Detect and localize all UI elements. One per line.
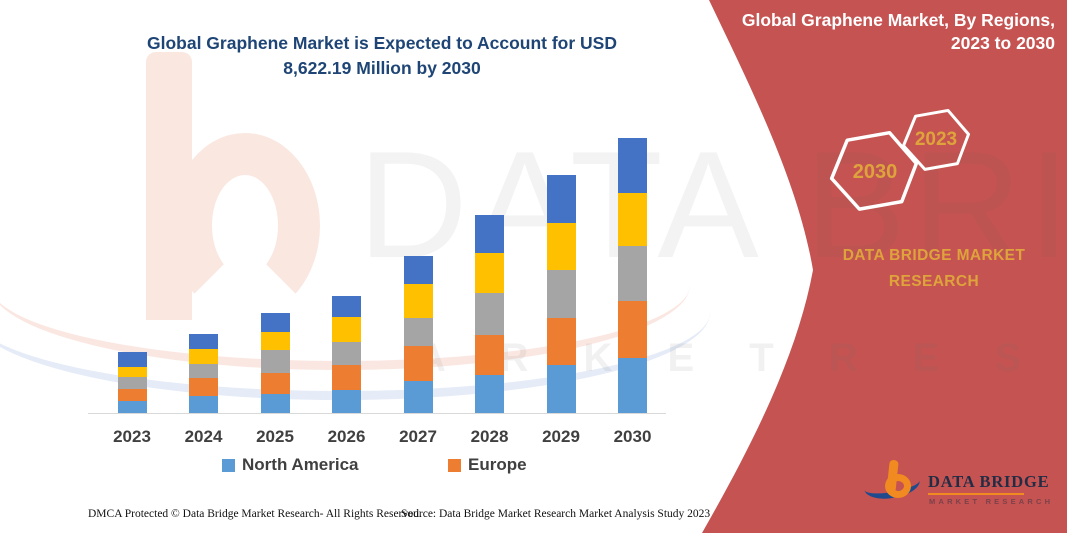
- x-axis-label-2030: 2030: [613, 427, 652, 446]
- bar-segment-europe: [260, 373, 290, 394]
- bar-2026: [332, 296, 361, 413]
- bar-2030: [618, 138, 647, 413]
- logo-subtext: MARKET RESEARCH: [929, 497, 1054, 506]
- legend-item-europe: Europe: [448, 455, 527, 475]
- x-axis-label-2023: 2023: [113, 427, 151, 446]
- bar-segment-unlabeled-gray: [403, 318, 433, 346]
- bar-segment-unlabeled-yellow: [189, 349, 218, 364]
- panel-title-line1: Global Graphene Market, By Regions,: [741, 10, 1055, 30]
- bar-segment-europe: [618, 301, 647, 358]
- bar-segment-north-america: [618, 358, 647, 413]
- chart-title-line2: 8,622.19 Million by 2030: [283, 58, 481, 79]
- hexagon-large: [829, 130, 919, 211]
- bar-segment-unlabeled-yellow: [475, 253, 504, 293]
- bar-segment-unlabeled-dark-blue: [403, 256, 433, 284]
- chart-title-line1: Global Graphene Market is Expected to Ac…: [147, 33, 617, 53]
- bar-segment-unlabeled-gray: [117, 377, 147, 389]
- bar-segment-europe: [117, 389, 147, 401]
- hexagon-small-year: 2023: [914, 129, 958, 150]
- panel-title-line2: 2023 to 2030: [950, 33, 1055, 54]
- bar-segment-unlabeled-yellow: [546, 223, 576, 270]
- brand-name-text: DATA BRIDGE MARKET RESEARCH: [828, 243, 1040, 294]
- bar-segment-north-america: [117, 401, 147, 413]
- bar-segment-unlabeled-yellow: [332, 317, 361, 342]
- bar-segment-europe: [189, 378, 218, 396]
- bar-segment-unlabeled-gray: [546, 270, 576, 318]
- bar-segment-unlabeled-gray: [618, 246, 647, 301]
- bar-segment-unlabeled-gray: [332, 342, 361, 365]
- bar-segment-unlabeled-dark-blue: [117, 352, 147, 367]
- brand-name-line1: DATA BRIDGE MARKET: [842, 247, 1026, 264]
- footer-source: Source: Data Bridge Market Research Mark…: [401, 508, 711, 520]
- legend-label: Europe: [468, 455, 527, 474]
- brand-name-line2: RESEARCH: [888, 272, 980, 290]
- bar-2028: [475, 215, 504, 413]
- legend-swatch-icon: [448, 458, 461, 472]
- bar-segment-unlabeled-gray: [260, 350, 290, 373]
- x-axis-labels: 2023 2024 2025 2026 2027 2028 2029 2030: [96, 427, 668, 449]
- legend-swatch-icon: [222, 458, 235, 472]
- bar-segment-unlabeled-yellow: [117, 367, 147, 377]
- logo-underline: [928, 493, 1024, 495]
- plot-area: [96, 0, 668, 413]
- bar-2027: [403, 256, 433, 413]
- footer-copyright: DMCA Protected © Data Bridge Market Rese…: [88, 508, 422, 520]
- hexagon-small: [902, 108, 970, 171]
- x-axis-label-2025: 2025: [256, 427, 294, 446]
- bar-segment-europe: [546, 318, 576, 365]
- bar-segment-europe: [403, 346, 433, 381]
- legend-label: North America: [242, 455, 359, 474]
- bar-segment-north-america: [189, 396, 218, 413]
- bar-segment-north-america: [546, 365, 576, 413]
- x-axis-label-2024: 2024: [184, 427, 223, 446]
- bar-segment-unlabeled-dark-blue: [475, 215, 504, 253]
- bar-segment-europe: [475, 335, 504, 375]
- x-axis-label-2028: 2028: [470, 427, 509, 446]
- bar-segment-unlabeled-yellow: [403, 284, 433, 318]
- bar-2025: [260, 313, 290, 413]
- bar-segment-unlabeled-gray: [189, 364, 218, 378]
- bar-segment-unlabeled-yellow: [260, 332, 290, 350]
- bar-segment-north-america: [332, 390, 361, 413]
- bar-segment-unlabeled-dark-blue: [332, 296, 361, 317]
- bar-segment-north-america: [260, 394, 290, 413]
- bar-2029: [546, 175, 576, 413]
- bar-segment-unlabeled-yellow: [618, 193, 647, 246]
- x-axis-line: [88, 413, 666, 414]
- bar-segment-unlabeled-gray: [475, 293, 504, 335]
- logo-name: DATA BRIDGE: [928, 472, 1050, 491]
- hexagon-large-year: 2030: [852, 161, 898, 183]
- bar-segment-north-america: [475, 375, 504, 413]
- chart-title: Global Graphene Market is Expected to Ac…: [106, 31, 658, 82]
- panel-title: Global Graphene Market, By Regions, 2023…: [725, 9, 1055, 55]
- bar-segment-north-america: [403, 381, 433, 413]
- bar-segment-europe: [332, 365, 361, 390]
- bar-2023: [117, 352, 147, 413]
- bar-segment-unlabeled-dark-blue: [260, 313, 290, 332]
- watermark-letters-text: M A R K E T R E S E A R C H: [330, 336, 1067, 380]
- bar-segment-unlabeled-dark-blue: [189, 334, 218, 349]
- bar-segment-unlabeled-dark-blue: [546, 175, 576, 223]
- legend-item-north-america: North America: [222, 455, 359, 475]
- bar-2024: [189, 334, 218, 413]
- x-axis-label-2026: 2026: [327, 427, 366, 446]
- x-axis-label-2027: 2027: [399, 427, 437, 446]
- logo-b-bowl-icon: [885, 474, 911, 498]
- chart-legend: North America Europe: [96, 455, 668, 477]
- bar-segment-unlabeled-dark-blue: [618, 138, 647, 193]
- company-logo: DATA BRIDGE MARKET RESEARCH: [862, 456, 1050, 518]
- x-axis-label-2029: 2029: [542, 427, 580, 446]
